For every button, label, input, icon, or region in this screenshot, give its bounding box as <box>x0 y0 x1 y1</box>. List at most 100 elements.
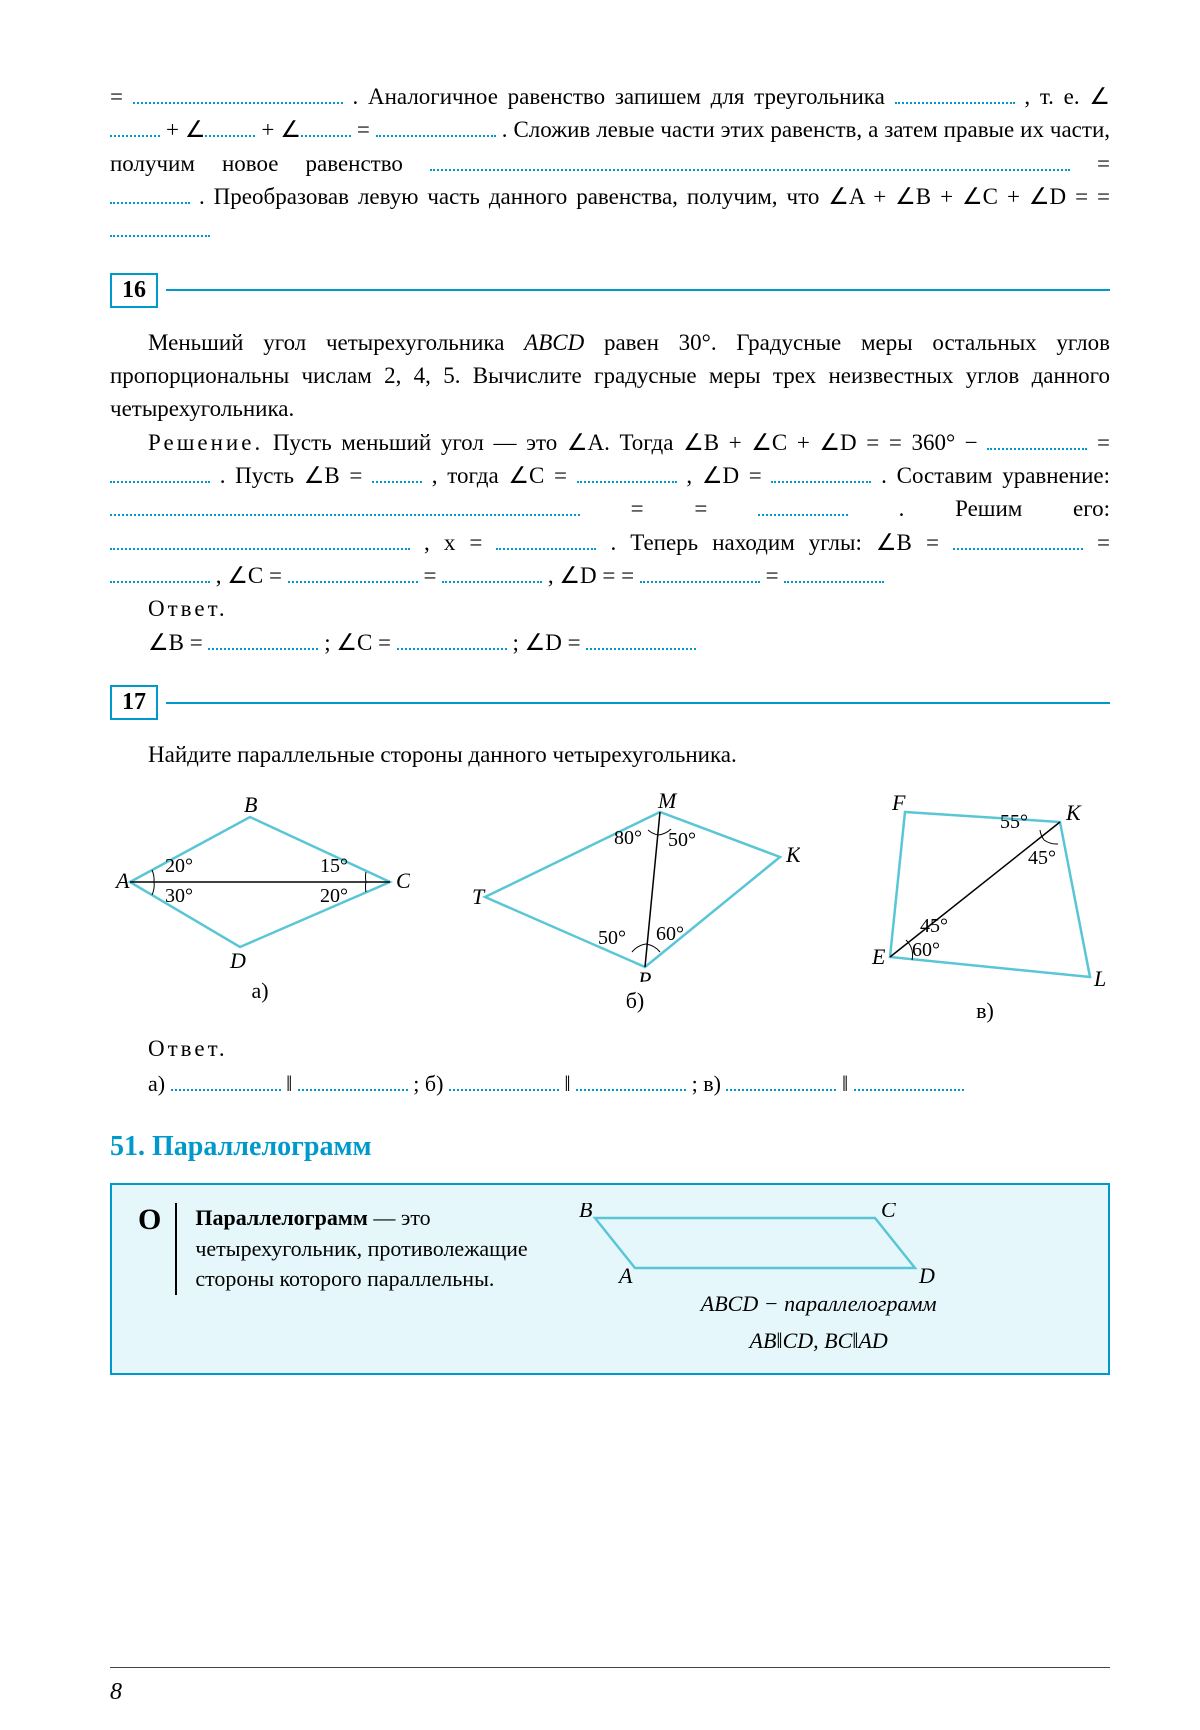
text: , т. е. ∠ <box>1015 84 1110 109</box>
pt-T: T <box>472 884 486 909</box>
blank[interactable] <box>110 501 580 517</box>
ang-c-bot: 20° <box>320 885 348 907</box>
text: + ∠ <box>160 117 205 142</box>
blank[interactable] <box>110 467 210 483</box>
def-term: Параллелограмм <box>195 1205 368 1230</box>
blank[interactable] <box>726 1076 836 1091</box>
blank[interactable] <box>771 467 871 483</box>
text: = <box>351 117 376 142</box>
blank[interactable] <box>205 122 255 138</box>
blank[interactable] <box>372 467 422 483</box>
blank[interactable] <box>442 567 542 583</box>
text: + ∠ <box>255 117 300 142</box>
text: , тогда ∠C = <box>422 463 577 488</box>
ang-a-top: 20° <box>165 855 193 877</box>
ang-e-top: 45° <box>920 915 948 937</box>
pt-A: A <box>617 1263 633 1283</box>
text: = <box>760 563 784 588</box>
blank[interactable] <box>758 501 848 517</box>
figure-c: F K L E 55° 45° 45° 60° в) <box>860 792 1110 1024</box>
ang-m-right: 50° <box>668 829 696 851</box>
rule-line <box>166 702 1110 704</box>
definition-marker-O: O <box>138 1203 177 1295</box>
answer-label: Ответ. <box>148 596 228 621</box>
ang-m-left: 80° <box>614 827 642 849</box>
text: , ∠D = = <box>542 563 640 588</box>
text: ‖ <box>281 1071 298 1096</box>
definition-figure: A B C D ABCD − параллелограмм AB‖CD, BC‖… <box>555 1203 1082 1357</box>
pt-C: C <box>396 868 410 893</box>
blank[interactable] <box>854 1076 964 1091</box>
blank[interactable] <box>987 434 1087 450</box>
blank[interactable] <box>110 534 410 550</box>
blank[interactable] <box>577 467 677 483</box>
figure-a: A B C D 20° 30° 15° 20° а) <box>110 792 410 1024</box>
text: . Аналогичное равенство запишем для треу… <box>343 84 895 109</box>
intro-paragraph: = . Аналогичное равенство запишем для тр… <box>110 80 1110 247</box>
textbook-page: = . Аналогичное равенство запишем для тр… <box>0 0 1200 1730</box>
fig-label-c: в) <box>860 998 1110 1024</box>
ang-p-left: 50° <box>598 927 626 949</box>
pt-F: F <box>891 792 906 815</box>
definition-box: O Параллелограмм — это четырехугольник, … <box>110 1183 1110 1375</box>
blank[interactable] <box>301 122 351 138</box>
text: . Решим его: <box>848 496 1110 521</box>
answer-16-line: ∠B = ; ∠C = ; ∠D = <box>110 626 1110 659</box>
text: ; б) <box>408 1071 449 1096</box>
answer-16-label: Ответ. <box>110 592 1110 625</box>
answer-17-label: Ответ. <box>110 1032 1110 1065</box>
definition-text: Параллелограмм — это четырехугольник, пр… <box>195 1203 555 1357</box>
text: . Теперь находим углы: ∠B = <box>596 530 953 555</box>
section-number: 16 <box>110 273 158 308</box>
blank[interactable] <box>298 1076 408 1091</box>
blank[interactable] <box>110 567 210 583</box>
blank[interactable] <box>784 567 884 583</box>
heading-num: 51. <box>110 1131 145 1162</box>
blank[interactable] <box>449 1076 559 1091</box>
blank[interactable] <box>953 534 1083 550</box>
solution-16: Решение. Пусть меньший угол — это ∠A. То… <box>110 426 1110 593</box>
ang-k-bot: 45° <box>1028 847 1056 869</box>
blank[interactable] <box>171 1076 281 1091</box>
section-divider-16: 16 <box>110 273 1110 308</box>
blank[interactable] <box>586 634 696 650</box>
blank[interactable] <box>576 1076 686 1091</box>
text: ; ∠C = <box>318 630 396 655</box>
text: = <box>1087 430 1110 455</box>
ang-e-bot: 60° <box>912 939 940 961</box>
text: а) <box>148 1071 171 1096</box>
answer-17-line: а) ‖ ; б) ‖ ; в) ‖ <box>110 1071 1110 1097</box>
solution-label: Решение. <box>148 430 263 455</box>
text: , x = <box>410 530 496 555</box>
definition-content: Параллелограмм — это четырехугольник, пр… <box>195 1203 1082 1357</box>
problem-17-text: Найдите параллельные стороны данного чет… <box>110 738 1110 771</box>
ang-c-top: 15° <box>320 855 348 877</box>
pt-K: K <box>785 842 800 867</box>
blank[interactable] <box>110 122 160 138</box>
pt-P: P <box>637 967 651 982</box>
heading-text: Параллелограмм <box>145 1131 372 1162</box>
blank[interactable] <box>110 188 190 204</box>
blank[interactable] <box>430 155 1070 171</box>
pt-L: L <box>1093 966 1106 991</box>
ang-p-right: 60° <box>656 923 684 945</box>
pt-C: C <box>881 1203 896 1222</box>
text: . Преобразовав левую часть данного равен… <box>190 184 1110 209</box>
parallelogram-icon: A B C D <box>555 1203 935 1283</box>
ang-a-bot: 30° <box>165 885 193 907</box>
pt-M: M <box>657 792 678 813</box>
blank[interactable] <box>288 567 418 583</box>
rule-line <box>166 289 1110 291</box>
blank[interactable] <box>895 88 1015 104</box>
blank[interactable] <box>133 88 343 104</box>
blank[interactable] <box>208 634 318 650</box>
blank[interactable] <box>110 222 210 238</box>
def-caption-1: ABCD − параллелограмм <box>555 1287 1082 1320</box>
fig-label-b: б) <box>470 988 800 1014</box>
page-number: 8 <box>110 1679 122 1706</box>
blank[interactable] <box>376 122 496 138</box>
blank[interactable] <box>496 534 596 550</box>
blank[interactable] <box>397 634 507 650</box>
blank[interactable] <box>640 567 760 583</box>
section-number: 17 <box>110 685 158 720</box>
